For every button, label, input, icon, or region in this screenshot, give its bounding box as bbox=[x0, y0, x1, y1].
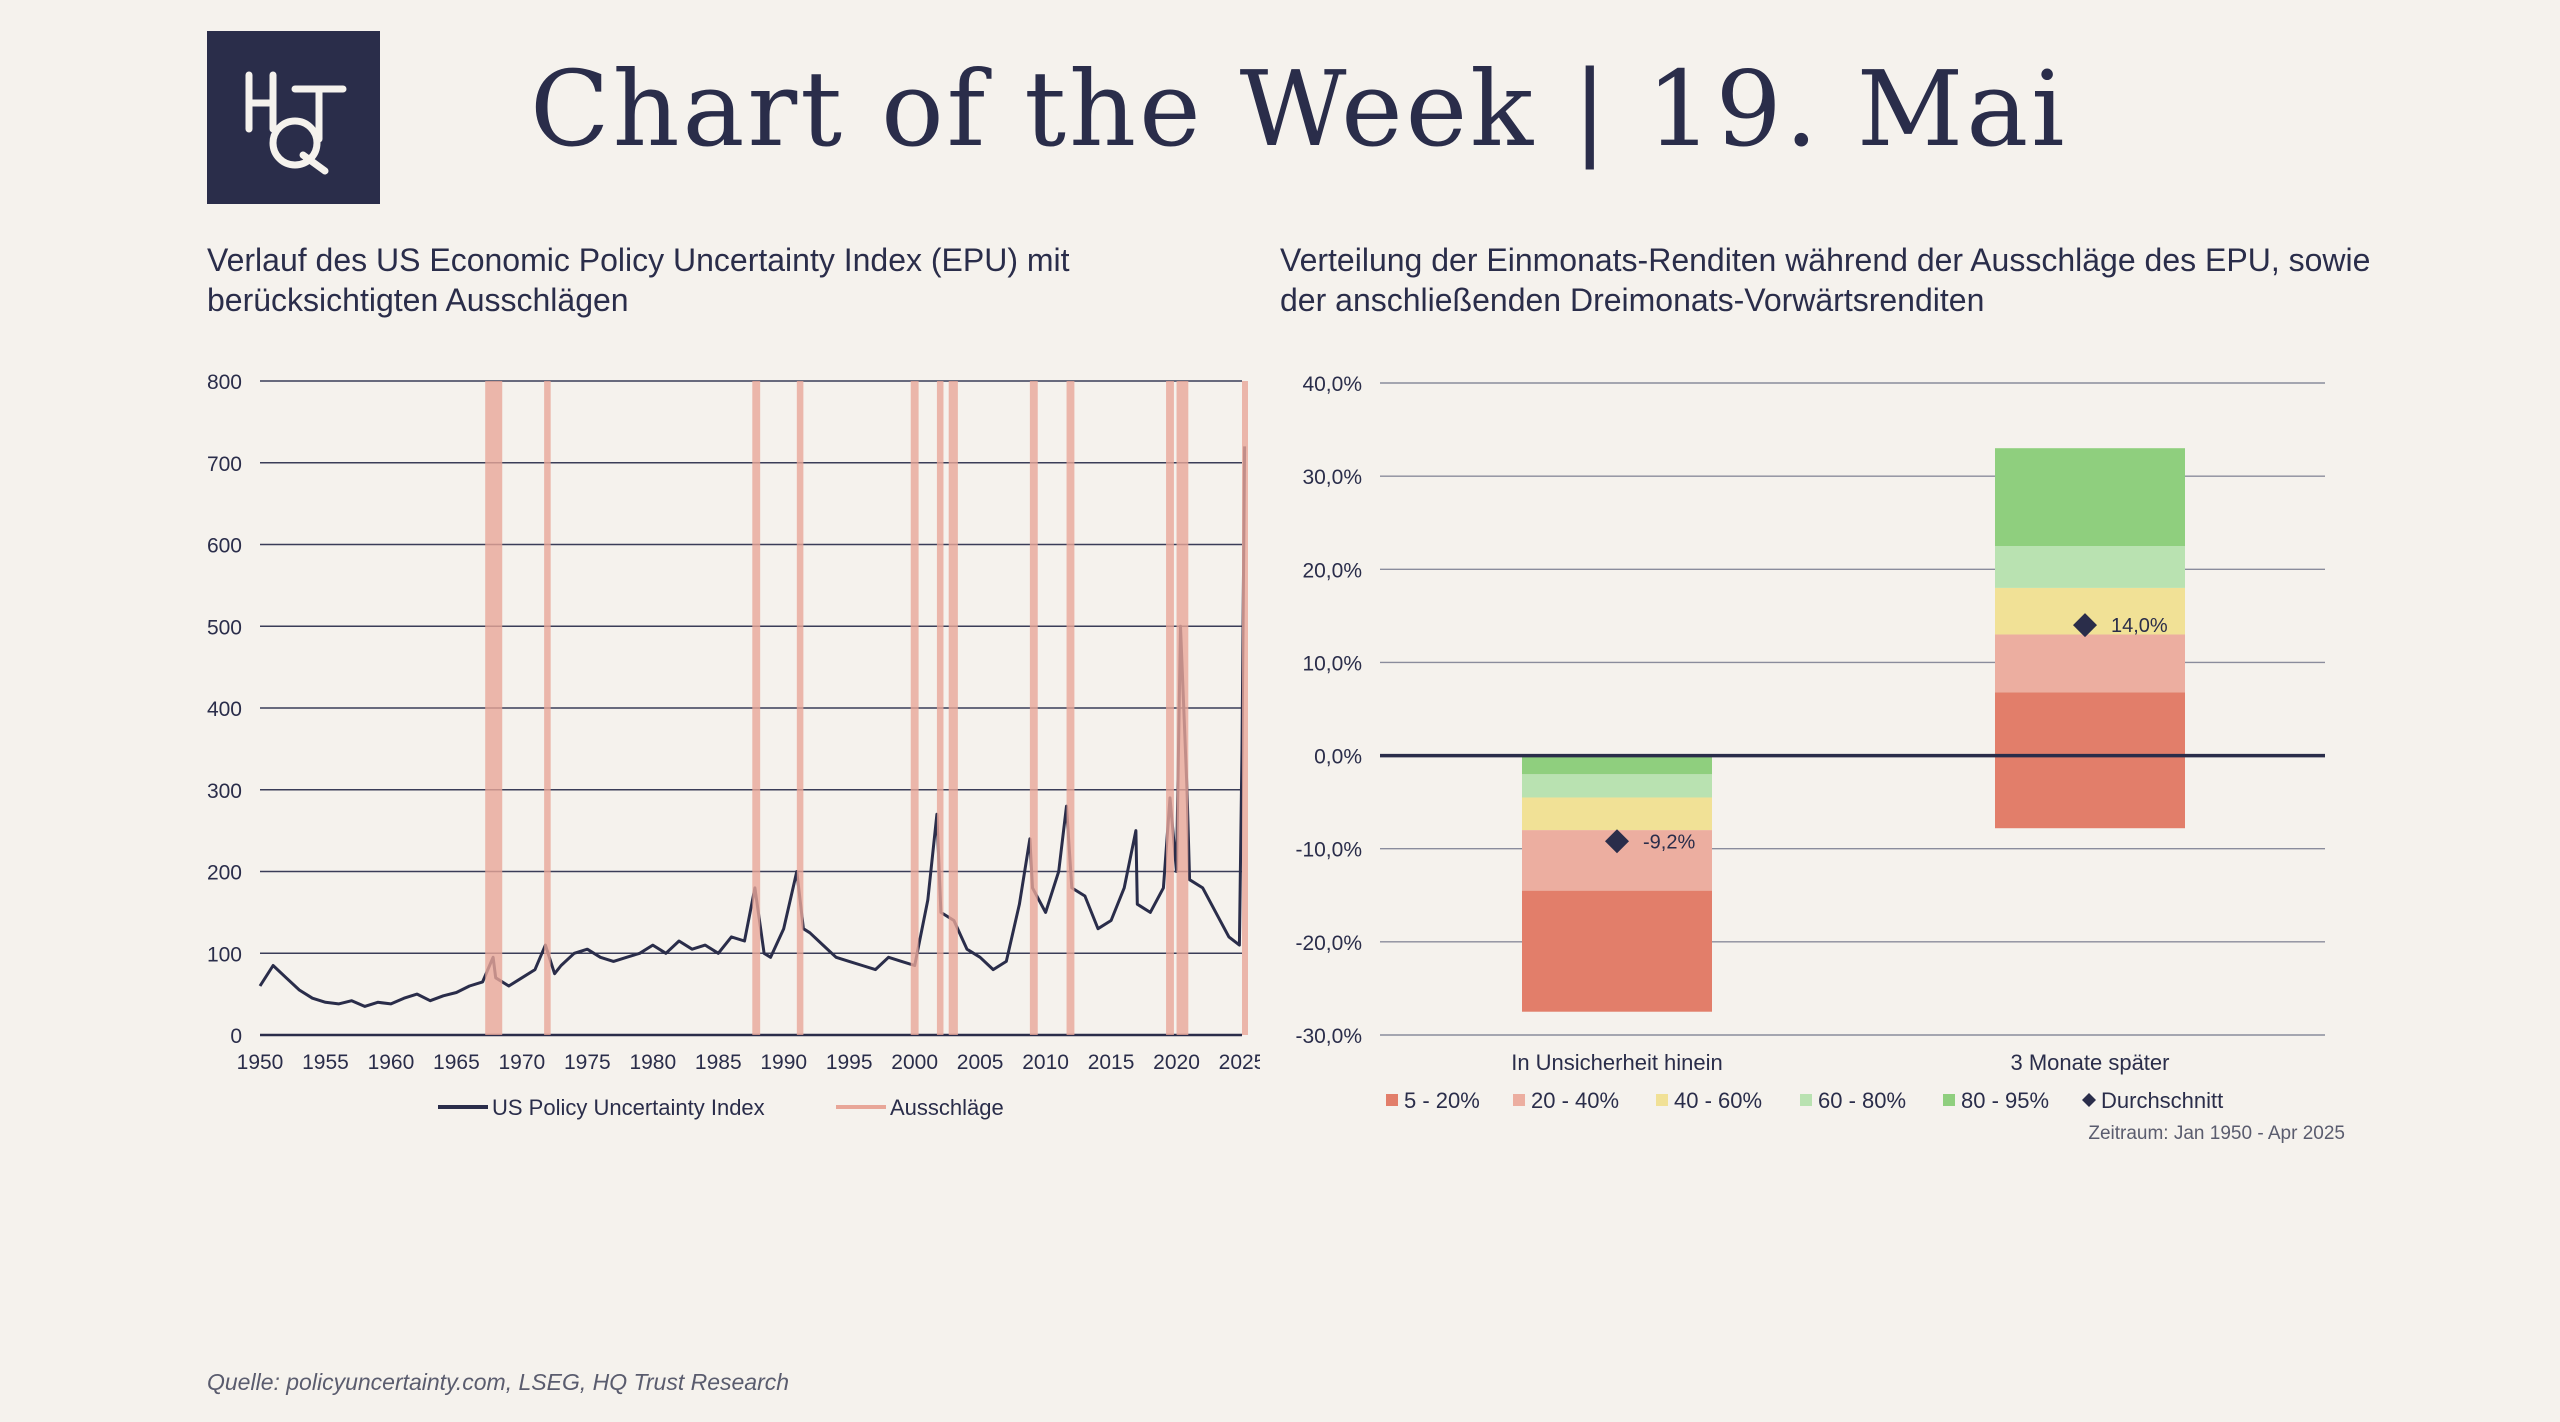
legend-label-spikes: Ausschläge bbox=[890, 1095, 1004, 1120]
y-tick-label: 0 bbox=[230, 1025, 242, 1048]
y-tick-label: -30,0% bbox=[1295, 1025, 1362, 1048]
x-tick-label: 2025 bbox=[1219, 1051, 1260, 1074]
bar-segment bbox=[1522, 797, 1712, 831]
legend-swatch bbox=[1943, 1094, 1955, 1106]
series-line-epu bbox=[258, 446, 1247, 1008]
hqt-logo bbox=[207, 31, 380, 204]
y-tick-label: 40,0% bbox=[1302, 373, 1362, 396]
bar-segment bbox=[1995, 546, 2185, 588]
legend-label: 40 - 60% bbox=[1674, 1088, 1762, 1113]
y-tick-label: 30,0% bbox=[1302, 466, 1362, 489]
bar-segment bbox=[1522, 890, 1712, 1012]
x-tick-label: 1995 bbox=[826, 1051, 873, 1074]
legend-swatch bbox=[1800, 1094, 1812, 1106]
spike-band bbox=[1176, 381, 1189, 1035]
category-label: In Unsicherheit hinein bbox=[1511, 1050, 1723, 1075]
y-tick-label: 20,0% bbox=[1302, 559, 1362, 582]
legend-swatch bbox=[1656, 1094, 1668, 1106]
x-tick-label: 2010 bbox=[1022, 1051, 1069, 1074]
x-tick-label: 1970 bbox=[499, 1051, 546, 1074]
y-tick-label: 10,0% bbox=[1302, 652, 1362, 675]
x-tick-label: 1985 bbox=[695, 1051, 742, 1074]
spike-band bbox=[544, 381, 551, 1035]
legend-label-epu: US Policy Uncertainty Index bbox=[492, 1095, 765, 1120]
period-note: Zeitraum: Jan 1950 - Apr 2025 bbox=[2088, 1123, 2345, 1144]
legend-swatch bbox=[1386, 1094, 1398, 1106]
page-title: Chart of the Week | 19. Mai bbox=[530, 48, 2068, 170]
spike-band bbox=[936, 381, 944, 1035]
y-tick-label: 300 bbox=[207, 780, 242, 803]
average-label: -9,2% bbox=[1643, 831, 1695, 853]
spike-band bbox=[796, 381, 804, 1035]
x-tick-label: 1975 bbox=[564, 1051, 611, 1074]
epu-line-chart: 0 100 200 300 400 500 600 700 800 1950 1955 1960 196… bbox=[207, 371, 1260, 1120]
left-chart-subtitle: Verlauf des US Economic Policy Uncertain… bbox=[207, 242, 1070, 318]
y-tick-label: 700 bbox=[207, 453, 242, 476]
average-marker bbox=[2073, 613, 2097, 638]
bar-segment bbox=[1522, 774, 1712, 798]
x-tick-label: 1955 bbox=[302, 1051, 349, 1074]
spike-band bbox=[1029, 381, 1038, 1035]
y-tick-label: 800 bbox=[207, 371, 242, 394]
y-tick-label: 100 bbox=[207, 943, 242, 966]
x-tick-label: 2000 bbox=[891, 1051, 938, 1074]
y-tick-label: 600 bbox=[207, 535, 242, 558]
legend-label: 80 - 95% bbox=[1961, 1088, 2049, 1113]
spike-band bbox=[1066, 381, 1075, 1035]
spike-band bbox=[910, 381, 919, 1035]
x-tick-label: 2005 bbox=[957, 1051, 1004, 1074]
spike-band bbox=[1242, 381, 1248, 1035]
x-tick-label: 2015 bbox=[1088, 1051, 1135, 1074]
x-tick-label: 1980 bbox=[629, 1051, 676, 1074]
hqt-logo-mark bbox=[245, 71, 347, 175]
legend-label: 5 - 20% bbox=[1404, 1088, 1480, 1113]
source-note: Quelle: policyuncertainty.com, LSEG, HQ … bbox=[207, 1369, 790, 1395]
legend-swatch bbox=[1513, 1094, 1525, 1106]
legend-label: Durchschnitt bbox=[2101, 1088, 2223, 1113]
spike-band bbox=[1166, 381, 1174, 1035]
y-tick-label: -20,0% bbox=[1295, 932, 1362, 955]
y-tick-label: 0,0% bbox=[1314, 746, 1362, 769]
x-tick-label: 2020 bbox=[1153, 1051, 1200, 1074]
bar-segment bbox=[1995, 634, 2185, 693]
x-tick-label: 1965 bbox=[433, 1051, 480, 1074]
bar-segment bbox=[1995, 448, 2185, 546]
y-tick-label: 500 bbox=[207, 616, 242, 639]
legend-label: 60 - 80% bbox=[1818, 1088, 1906, 1113]
bar-segment bbox=[1995, 692, 2185, 829]
y-tick-label: 400 bbox=[207, 698, 242, 721]
legend-label: 20 - 40% bbox=[1531, 1088, 1619, 1113]
spike-band bbox=[752, 381, 761, 1035]
spike-band bbox=[948, 381, 958, 1035]
x-tick-label: 1990 bbox=[760, 1051, 807, 1074]
bar-segment bbox=[1522, 755, 1712, 775]
average-label: 14,0% bbox=[2111, 615, 2168, 637]
returns-range-chart: -30,0% -20,0% -10,0% 0,0% 10,0% 20,0% 30,0% 40,… bbox=[1295, 373, 2345, 1144]
x-tick-label: 1950 bbox=[237, 1051, 284, 1074]
x-tick-label: 1960 bbox=[368, 1051, 415, 1074]
category-label: 3 Monate später bbox=[2011, 1050, 2170, 1075]
y-tick-label: -10,0% bbox=[1295, 839, 1362, 862]
legend-swatch-average bbox=[2082, 1093, 2096, 1107]
right-chart-subtitle: Verteilung der Einmonats-Renditen währen… bbox=[1280, 242, 2371, 318]
spike-band bbox=[485, 381, 503, 1035]
average-marker bbox=[1605, 829, 1629, 854]
y-tick-label: 200 bbox=[207, 862, 242, 885]
